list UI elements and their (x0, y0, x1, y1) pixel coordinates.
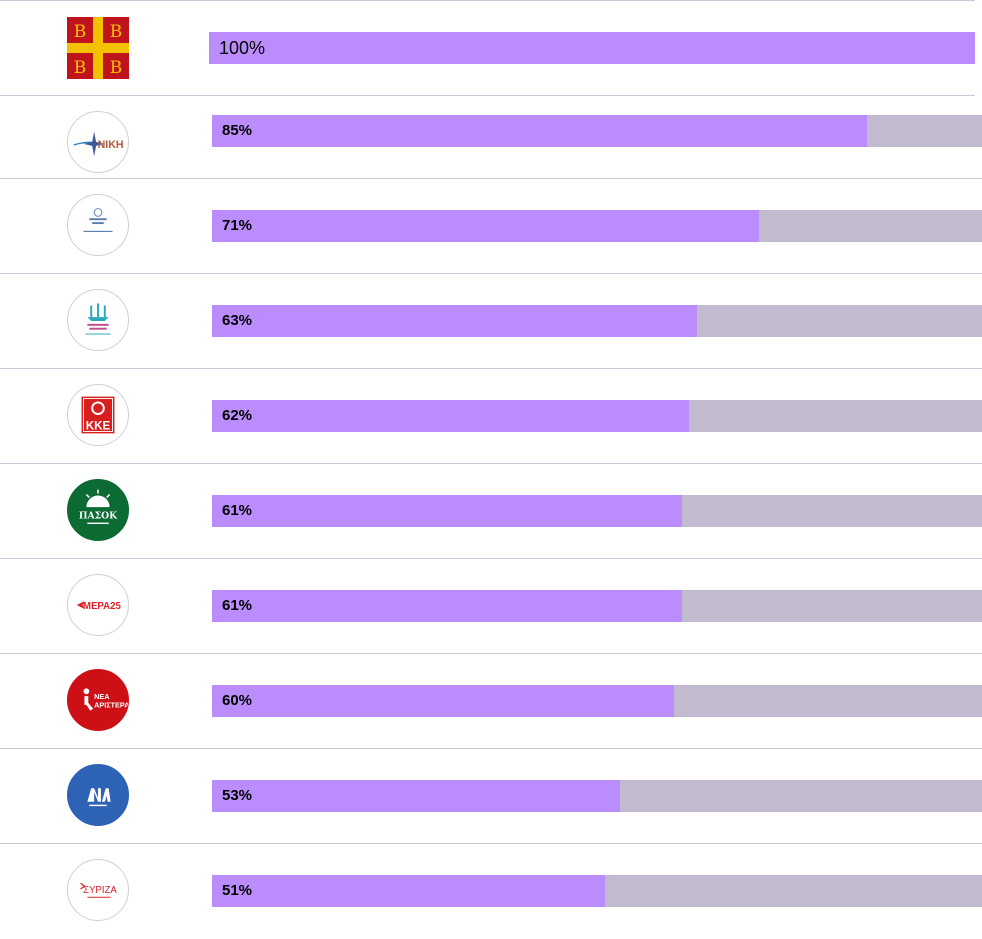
niki-logo-icon: NIKH (67, 111, 129, 173)
svg-text:ΑΡΙΣΤΕΡΑ: ΑΡΙΣΤΕΡΑ (94, 701, 128, 710)
result-row: ΣΥΡΙΖΑ 51% (0, 843, 982, 938)
svg-text:MEPA25: MEPA25 (83, 601, 122, 612)
svg-text:KKE: KKE (86, 420, 111, 433)
result-row: ΝΕΑ ΑΡΙΣΤΕΡΑ 60% (0, 653, 982, 748)
row-separator (0, 748, 982, 749)
percentage-label: 60% (222, 692, 253, 709)
progress-fill (212, 305, 698, 337)
result-row: ΠΑΣΟΚ 61% (0, 463, 982, 558)
result-row: 63% (0, 273, 982, 368)
percentage-label: 100% (219, 38, 266, 58)
progress-track: 51% (212, 875, 982, 907)
progress-track: 60% (212, 685, 982, 717)
svg-text:B: B (110, 22, 123, 42)
progress-fill (212, 780, 621, 812)
percentage-label: 61% (222, 502, 253, 519)
row-separator (0, 463, 982, 464)
progress-fill (212, 495, 682, 527)
result-row: 71% (0, 178, 982, 273)
pasok-logo-icon: ΠΑΣΟΚ (67, 479, 129, 541)
percentage-label: 51% (222, 882, 253, 899)
percentage-label: 85% (222, 122, 253, 139)
percentage-label: 62% (222, 407, 253, 424)
percentage-label: 71% (222, 217, 253, 234)
row-separator (0, 653, 982, 654)
svg-text:ΝΕΑ: ΝΕΑ (94, 692, 110, 701)
row-separator (0, 178, 982, 179)
result-row: KKE 62% (0, 368, 982, 463)
elliniki-lysi-logo-icon (67, 194, 129, 256)
percentage-label: 63% (222, 312, 253, 329)
progress-fill (212, 115, 867, 147)
svg-text:B: B (74, 22, 87, 42)
result-row: MEPA25 61% (0, 558, 982, 653)
result-row: B B B B 100% (0, 0, 982, 95)
svg-text:ΣΥΡΙΖΑ: ΣΥΡΙΖΑ (83, 885, 117, 896)
progress-fill (212, 400, 690, 432)
progress-fill (212, 590, 682, 622)
progress-track: 61% (212, 495, 982, 527)
progress-track: 85% (212, 115, 982, 147)
row-separator (0, 273, 982, 274)
svg-text:B: B (110, 58, 123, 78)
result-row: NIKH 85% (0, 95, 982, 190)
mera25-logo-icon: MEPA25 (67, 574, 129, 636)
progress-track: 100% (209, 32, 975, 64)
row-separator (0, 0, 975, 1)
progress-track: 62% (212, 400, 982, 432)
percentage-label: 53% (222, 787, 253, 804)
svg-text:ΠΑΣΟΚ: ΠΑΣΟΚ (79, 511, 118, 522)
row-separator (0, 843, 982, 844)
percentage-label: 61% (222, 597, 253, 614)
nea-aristera-logo-icon: ΝΕΑ ΑΡΙΣΤΕΡΑ (67, 669, 129, 731)
row-separator (0, 368, 982, 369)
svg-text:NIKH: NIKH (98, 139, 124, 151)
progress-track: 63% (212, 305, 982, 337)
progress-fill (212, 210, 759, 242)
progress-track: 71% (212, 210, 982, 242)
progress-fill (212, 685, 674, 717)
kke-logo-icon: KKE (67, 384, 129, 446)
byzantine-flag-icon: B B B B (67, 17, 129, 79)
progress-track: 53% (212, 780, 982, 812)
row-separator (0, 558, 982, 559)
progress-fill (209, 32, 975, 64)
plefsi-eleftherias-logo-icon (67, 289, 129, 351)
syriza-logo-icon: ΣΥΡΙΖΑ (67, 859, 129, 921)
progress-fill (212, 875, 605, 907)
progress-track: 61% (212, 590, 982, 622)
result-row: 53% (0, 748, 982, 843)
nea-dimokratia-logo-icon (67, 764, 129, 826)
row-separator (0, 95, 975, 96)
svg-text:B: B (74, 58, 87, 78)
